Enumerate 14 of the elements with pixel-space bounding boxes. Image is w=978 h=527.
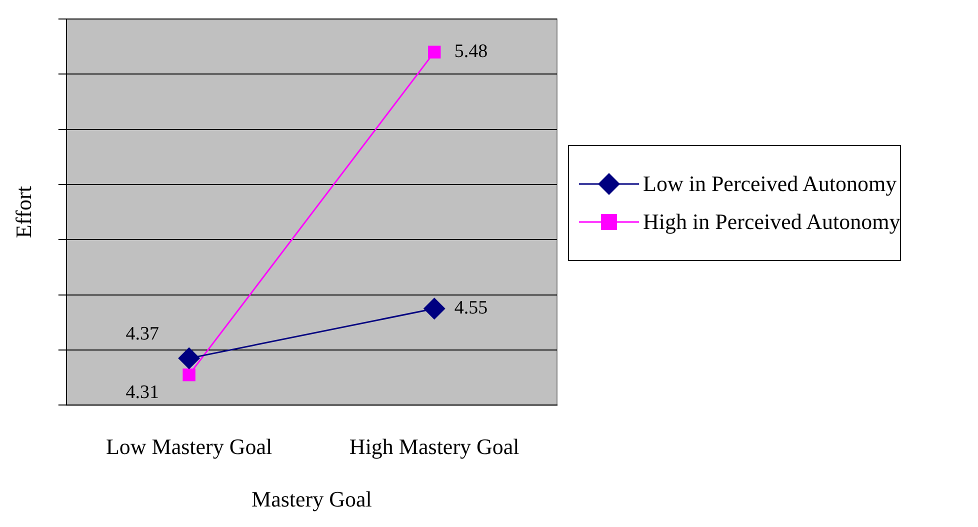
legend-label: High in Perceived Autonomy: [643, 209, 900, 235]
legend-label: Low in Perceived Autonomy: [643, 171, 897, 197]
data-label: 4.55: [454, 298, 488, 319]
point: [423, 298, 446, 320]
data-label: 5.48: [454, 41, 488, 62]
x-tick-label: Low Mastery Goal: [106, 434, 272, 460]
y-axis-title: Effort: [10, 186, 36, 238]
point: [182, 368, 196, 382]
point: [178, 347, 200, 370]
data-label: 4.31: [126, 382, 160, 403]
data-label: 4.37: [126, 323, 160, 344]
point: [428, 46, 441, 58]
x-tick-label: High Mastery Goal: [349, 434, 520, 460]
x-axis-title: Mastery Goal: [252, 486, 372, 512]
